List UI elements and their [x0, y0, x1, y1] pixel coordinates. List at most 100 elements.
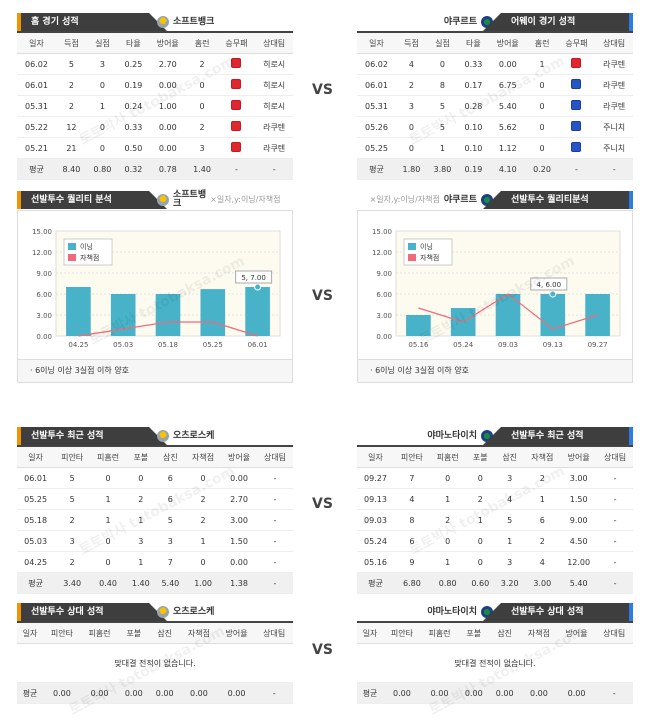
table-cell: -: [597, 530, 633, 552]
average-cell: 평균: [357, 682, 384, 704]
table-cell: 5: [494, 509, 525, 531]
table-cell: 0.17: [457, 74, 489, 96]
table-cell: 9.00: [560, 509, 598, 531]
pitcher-name: 야마노타이치: [427, 607, 477, 617]
table-cell: 2: [186, 116, 218, 138]
table-cell: 6: [524, 509, 561, 531]
table-row: 09.03 8 2 1 5 6 9.00-: [357, 509, 633, 531]
x-tick-label: 04.25: [68, 341, 88, 349]
table-cell: 06.01: [17, 74, 56, 96]
table-cell: 2: [429, 509, 466, 531]
bar-innings: [245, 287, 270, 336]
average-cell: 5.40: [560, 572, 598, 594]
table-cell: 1.50: [221, 530, 257, 552]
table-cell: -: [257, 488, 293, 510]
table-cell: [217, 137, 256, 159]
table-header-row: 일자 득점 실점 타율 방어율 홈런 승무패 상대팀: [357, 32, 633, 54]
away-record-panel: 야쿠르트 어웨이 경기 성적 일자 득점 실점 타율 방어율 홈런 승무패 상대팀 06.02 4…: [357, 10, 633, 180]
column-header: 상대팀: [595, 32, 633, 54]
table-cell: 0: [90, 551, 127, 573]
table-cell: 06.02: [17, 53, 56, 75]
table-cell: 주니치: [595, 137, 633, 159]
column-header: 자책점: [520, 622, 558, 644]
average-cell: 0.00: [458, 682, 490, 704]
legend-innings-label: 이닝: [80, 242, 93, 251]
table-cell: 3: [395, 95, 427, 117]
table-cell: 라쿠텐: [595, 74, 633, 96]
table-cell: 0: [465, 530, 495, 552]
er-line: [78, 321, 258, 337]
table-row: 09.13 4 1 2 4 1 1.50-: [357, 488, 633, 510]
x-tick-label: 05.03: [113, 341, 133, 349]
table-cell: 3: [494, 551, 525, 573]
table-cell: -: [597, 551, 633, 573]
average-cell: 6.80: [393, 572, 430, 594]
softbank-logo-icon: [157, 16, 169, 28]
table-cell: 5: [426, 95, 458, 117]
right-quality-chart-svg: 15.00 12.00 9.00 6.00 3.00 0.00 05.16 05.24 09.0…: [372, 228, 621, 349]
table-cell: [217, 53, 256, 75]
legend-er-label: 자책점: [80, 253, 99, 262]
table-cell: 05.16: [357, 551, 394, 573]
table-cell: 05.25: [17, 488, 55, 510]
highlight-point: [254, 283, 262, 291]
table-cell: 0: [429, 467, 466, 489]
table-cell: 0: [526, 74, 558, 96]
right-recent-title: 선발투수 최근 성적: [483, 427, 633, 445]
team-name: 야쿠르트: [443, 195, 477, 205]
pitcher-name: 오츠로스케: [173, 607, 215, 617]
average-cell: 3.20: [494, 572, 525, 594]
average-row: 평균 1.80 3.80 0.19 4.10 0.20- -: [357, 158, 633, 180]
table-cell: 4.50: [560, 530, 598, 552]
bar-innings: [155, 294, 181, 336]
axis-hint: ×일자,y:이닝/자책점: [210, 195, 281, 204]
bar-innings: [66, 287, 91, 336]
x-tick-label: 06.01: [248, 341, 268, 349]
table-cell: 1: [90, 509, 127, 531]
average-cell: 8.40: [55, 158, 87, 180]
table-cell: 0.00: [148, 74, 187, 96]
table-cell: 1: [494, 530, 525, 552]
y-tick-label: 12.00: [372, 249, 392, 257]
table-cell: 3: [186, 137, 218, 159]
legend-er-icon: [68, 254, 76, 261]
table-cell: [217, 74, 256, 96]
loss-badge-icon: [231, 58, 242, 68]
column-header: 승무패: [217, 32, 256, 54]
table-cell: 7: [155, 551, 186, 573]
table-cell: 2: [54, 509, 91, 531]
average-row: 평균 3.40 0.40 1.40 5.40 1.00 1.38-: [17, 572, 293, 594]
table-cell: 1.00: [148, 95, 187, 117]
table-cell: 0.33: [117, 116, 149, 138]
column-header: 타율: [117, 32, 149, 54]
average-cell: 0.00: [383, 682, 421, 704]
column-header: 상대팀: [595, 622, 633, 644]
table-cell: 2: [465, 488, 495, 510]
quality-note: · 6이닝 이상 3실점 이하 양호: [357, 360, 633, 383]
softbank-team-label: 소프트뱅 크 ×일자,y:이닝/자책점: [157, 191, 280, 209]
table-cell: 2: [395, 74, 427, 96]
x-tick-label: 05.25: [203, 341, 223, 349]
table-cell: 0: [86, 137, 118, 159]
table-row: 05.31 2 1 0.24 1.00 0 히로시: [17, 95, 293, 117]
vs-label: VS: [312, 82, 333, 98]
left-recent-title: 선발투수 최근 성적: [17, 427, 167, 445]
average-cell: 1.00: [185, 572, 222, 594]
loss-badge-icon: [231, 121, 242, 131]
table-cell: 7: [393, 467, 430, 489]
column-header: 일자: [17, 622, 44, 644]
table-cell: 05.25: [357, 137, 396, 159]
left-vs-record-panel: 선발투수 상대 성적 오츠로스케 일자 피안타 피홈런 포볼 삼진 자책점 방어율 상대팀 맞대…: [17, 600, 293, 704]
table-cell: 04.25: [17, 551, 55, 573]
win-badge-icon: [571, 121, 582, 131]
table-row: 05.25 5 1 2 6 2 2.70-: [17, 488, 293, 510]
average-cell: -: [595, 682, 633, 704]
left-recent-table: 일자 피안타 피홈런 포볼 삼진 자책점 방어율 상대팀 06.01 5 0 0 6 0 0.00-05.2…: [17, 445, 293, 594]
column-header: 타율: [457, 32, 489, 54]
annotation-box: [235, 270, 273, 284]
average-cell: 0.00: [420, 682, 459, 704]
team-logo-icon: [157, 430, 169, 442]
table-cell: 0: [526, 137, 558, 159]
table-row: 06.01 2 0 0.19 0.00 0 히로시: [17, 74, 293, 96]
table-cell: 0.50: [117, 137, 149, 159]
